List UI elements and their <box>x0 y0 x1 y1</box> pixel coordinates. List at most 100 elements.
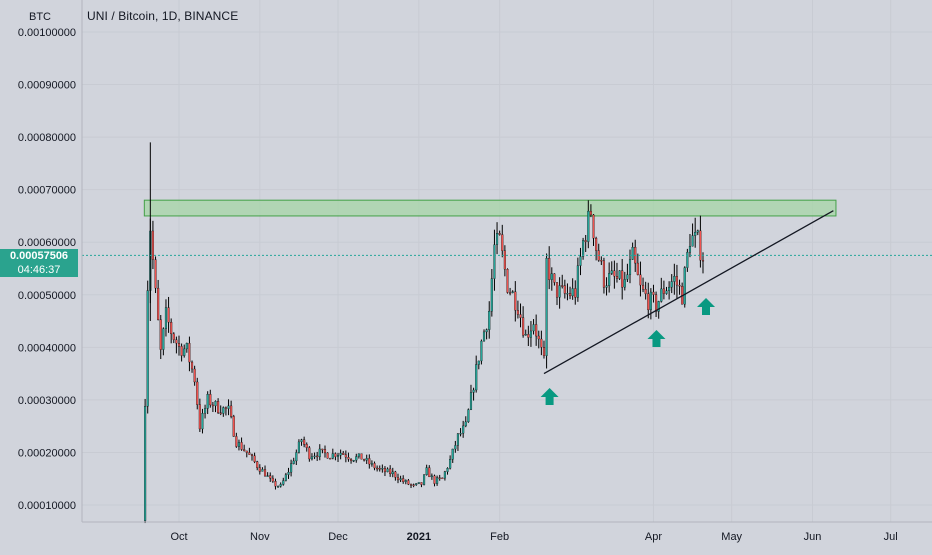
candle-body <box>235 436 238 447</box>
candle-body <box>482 331 486 342</box>
candle-body <box>428 467 431 478</box>
candle-body <box>347 457 350 460</box>
candle-body <box>660 288 663 302</box>
candle-body <box>172 333 175 340</box>
candle-body <box>300 439 303 443</box>
candle-body <box>370 463 373 465</box>
candle-body <box>287 471 290 475</box>
candle-body <box>144 406 147 521</box>
candle-body <box>673 276 676 282</box>
y-tick-label: 0.00090000 <box>18 80 76 92</box>
y-tick-label: 0.00070000 <box>18 185 76 197</box>
candle-body <box>623 279 626 288</box>
candle-body <box>509 292 512 294</box>
y-tick-label: 0.00010000 <box>18 500 76 512</box>
candle-body <box>206 394 209 409</box>
candle-body <box>292 460 295 464</box>
candle-body <box>535 324 538 337</box>
candle-body <box>459 433 462 435</box>
candle-body <box>537 335 540 340</box>
candle-body <box>146 290 149 407</box>
candle-body <box>363 459 366 461</box>
candle-body <box>467 409 470 423</box>
candle-body <box>381 468 384 470</box>
candle-body <box>391 471 394 475</box>
candle-body <box>558 285 561 298</box>
candle-body <box>527 334 530 338</box>
candle-body <box>303 439 306 445</box>
candle-body <box>496 233 499 245</box>
candle-body <box>584 240 587 242</box>
candle-body <box>261 469 264 472</box>
candle-body <box>164 307 168 329</box>
candle-body <box>282 480 285 485</box>
candle-body <box>211 404 214 407</box>
bar-countdown: 04:46:37 <box>17 264 61 277</box>
candle-body <box>501 234 504 251</box>
candle-body <box>462 425 465 434</box>
candle-body <box>475 364 478 391</box>
y-tick-label: 0.00020000 <box>18 447 76 459</box>
resistance-zone[interactable] <box>143 199 837 217</box>
candle-body <box>316 455 319 458</box>
candle-body <box>686 252 689 268</box>
candle-body <box>511 291 514 293</box>
candle-body <box>321 448 324 451</box>
candle-body <box>263 469 267 477</box>
candle-body <box>506 269 509 293</box>
candle-body <box>389 468 392 475</box>
candle-body <box>415 483 418 485</box>
ascending-trendline[interactable] <box>543 210 834 375</box>
x-tick-label: Jul <box>884 531 898 543</box>
candle-body <box>284 474 287 481</box>
candle-body <box>433 475 436 484</box>
candle-body <box>608 273 611 286</box>
up-arrow-icon <box>647 330 666 347</box>
candle-body <box>516 310 519 315</box>
candle-body <box>678 284 681 287</box>
candle-body <box>357 453 360 457</box>
candle-body <box>245 450 248 453</box>
candle-body <box>498 233 501 235</box>
candle-body <box>217 401 220 413</box>
candle-body <box>248 452 251 455</box>
candle-body <box>402 478 405 482</box>
candle-body <box>329 458 332 460</box>
candle-body <box>618 270 621 279</box>
candle-body <box>222 407 225 414</box>
candle-body <box>522 317 525 336</box>
candle-body <box>198 404 201 430</box>
candle-body <box>310 456 314 460</box>
candle-body <box>490 278 493 312</box>
candle-body <box>472 389 475 393</box>
candle-body <box>582 240 585 257</box>
candle-body <box>175 339 178 344</box>
candle-body <box>334 453 337 457</box>
candle-body <box>553 273 556 283</box>
candle-body <box>566 293 569 295</box>
y-axis-unit: BTC <box>29 11 51 23</box>
candle-body <box>336 455 340 457</box>
x-tick-label: May <box>721 531 742 543</box>
candle-body <box>417 482 420 484</box>
x-tick-label: Nov <box>250 531 270 543</box>
candle-body <box>297 441 300 453</box>
candle-body <box>631 247 634 260</box>
up-arrow-icon <box>697 298 716 315</box>
candle-body <box>190 361 194 370</box>
candle-body <box>227 405 230 409</box>
candle-body <box>399 478 402 481</box>
candle-body <box>675 276 678 286</box>
candle-body <box>655 294 658 312</box>
candle-body <box>258 467 261 472</box>
candle-body <box>219 412 222 414</box>
candle-body <box>177 343 181 347</box>
x-tick-label: Dec <box>328 531 348 543</box>
candle-body <box>644 289 647 294</box>
candle-body <box>595 238 598 251</box>
current-price: 0.00057506 <box>9 250 69 263</box>
candle-body <box>170 322 173 335</box>
candle-body <box>237 442 241 447</box>
